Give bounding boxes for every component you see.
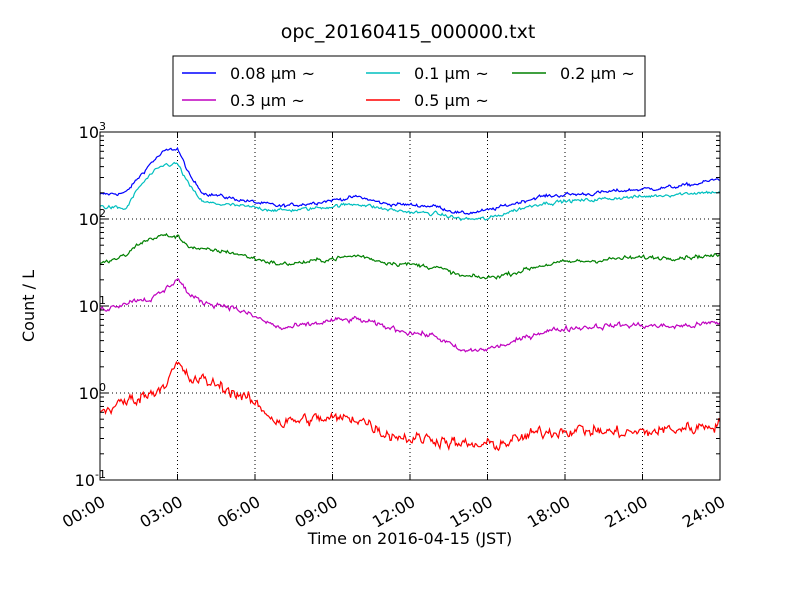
x-tick-label: 18:00 bbox=[524, 492, 573, 532]
series-line bbox=[100, 360, 721, 452]
x-tick-label: 15:00 bbox=[446, 492, 495, 532]
series-line bbox=[99, 232, 720, 280]
grid bbox=[100, 132, 720, 480]
x-tick-label: 12:00 bbox=[369, 492, 418, 532]
chart-title: opc_20160415_000000.txt bbox=[281, 21, 536, 43]
legend-label: 0.5 μm ~ bbox=[414, 91, 489, 110]
series-line bbox=[99, 278, 721, 353]
series-line bbox=[99, 146, 721, 216]
legend-label: 0.1 μm ~ bbox=[414, 64, 489, 83]
series-line bbox=[99, 161, 721, 222]
y-tick-label: 100 bbox=[79, 381, 106, 403]
x-tick-label: 09:00 bbox=[291, 492, 340, 532]
x-tick-label: 00:00 bbox=[59, 492, 108, 532]
x-tick-label: 06:00 bbox=[214, 492, 263, 532]
legend-label: 0.2 μm ~ bbox=[560, 64, 635, 83]
x-tick-label: 03:00 bbox=[136, 492, 185, 532]
y-axis-label: Count / L bbox=[19, 270, 38, 342]
y-tick-label: 102 bbox=[79, 207, 106, 229]
legend: 0.08 μm ~ 0.1 μm ~ 0.2 μm ~ 0.3 μm ~ 0.5 μm … bbox=[172, 55, 646, 117]
legend-label: 0.08 μm ~ bbox=[230, 64, 315, 83]
legend-box bbox=[172, 55, 646, 117]
x-tick-labels: 00:00 03:00 06:00 09:00 12:00 15:00 18:00 21:00… bbox=[59, 492, 728, 532]
series-layer bbox=[99, 146, 721, 452]
x-tick-label: 21:00 bbox=[601, 492, 650, 532]
axis-ticks bbox=[99, 131, 721, 481]
y-tick-label: 10-1 bbox=[75, 468, 106, 490]
x-tick-label: 24:00 bbox=[679, 492, 728, 532]
y-tick-label: 103 bbox=[79, 120, 106, 142]
x-axis-label: Time on 2016-04-15 (JST) bbox=[307, 529, 512, 548]
y-tick-labels: 10-1 100 101 102 103 bbox=[75, 120, 106, 490]
legend-label: 0.3 μm ~ bbox=[230, 91, 305, 110]
y-tick-label: 101 bbox=[79, 294, 106, 316]
